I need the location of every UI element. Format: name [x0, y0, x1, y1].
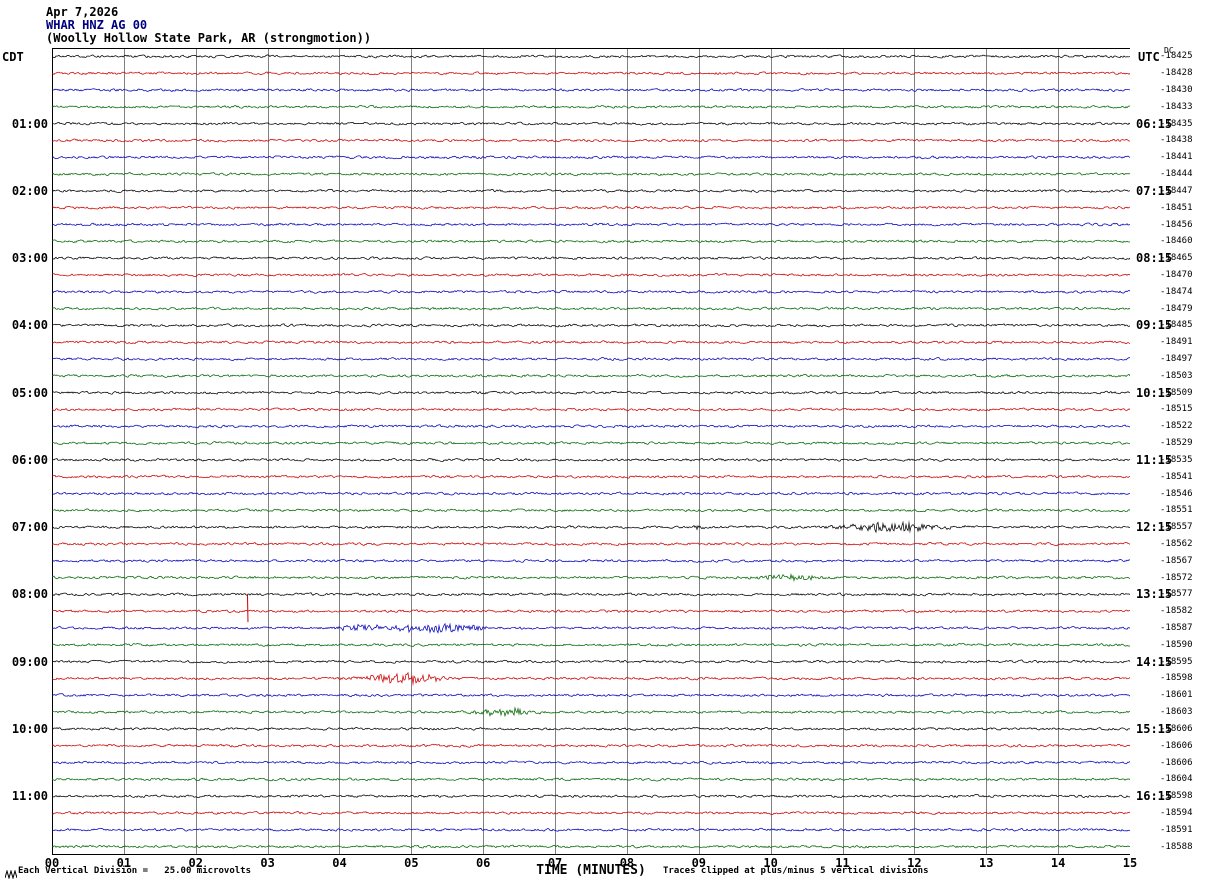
- utc-hour-label: 14:15: [1136, 654, 1173, 669]
- cdt-hour-label: 10:00: [11, 721, 48, 736]
- utc-hour-label: 07:15: [1136, 183, 1173, 198]
- right-timezone-label: UTC: [1138, 50, 1160, 64]
- dc-offset-value: -18562: [1160, 538, 1193, 549]
- dc-offset-value: -18522: [1160, 421, 1193, 432]
- dc-offset-value: -18451: [1160, 202, 1193, 213]
- dc-offset-value: -18430: [1160, 85, 1193, 96]
- cdt-hour-label: 03:00: [11, 251, 48, 266]
- x-tick-label: 05: [404, 856, 419, 870]
- x-tick-label: 08: [619, 856, 635, 870]
- dc-offset-value: -18546: [1160, 488, 1193, 499]
- cdt-hour-label: 09:00: [11, 654, 48, 669]
- dc-offset-value: -18601: [1160, 690, 1193, 701]
- dc-offset-value: -18428: [1160, 68, 1193, 79]
- x-tick-label: 14: [1050, 856, 1066, 870]
- dc-offset-value: -18438: [1160, 135, 1193, 146]
- dc-offset-value: -18529: [1160, 438, 1193, 449]
- clip-note: Traces clipped at plus/minus 5 vertical …: [663, 866, 929, 876]
- dc-offset-value: -18557: [1160, 522, 1193, 533]
- cdt-hour-label: 06:00: [11, 452, 48, 467]
- dc-offset-value: -18456: [1160, 219, 1193, 230]
- cdt-hour-label: 08:00: [11, 587, 48, 602]
- zigzag-icon: [4, 864, 18, 883]
- header-station: WHAR HNZ AG 00: [46, 18, 148, 32]
- dc-offset-value: -18551: [1160, 505, 1193, 516]
- dc-offset-value: -18491: [1160, 337, 1193, 348]
- dc-offset-value: -18598: [1160, 673, 1193, 684]
- x-tick-label: 09: [691, 856, 707, 870]
- dc-offset-value: -18535: [1160, 454, 1193, 465]
- x-tick-label: 15: [1122, 856, 1138, 870]
- dc-offset-value: -18582: [1160, 606, 1193, 617]
- dc-offset-value: -18591: [1160, 824, 1193, 835]
- dc-offset-value: -18485: [1160, 320, 1193, 331]
- utc-hour-label: 10:15: [1136, 385, 1173, 400]
- dc-offset-value: -18479: [1160, 303, 1193, 314]
- dc-offset-value: -18425: [1160, 51, 1193, 62]
- dc-offset-value: -18572: [1160, 572, 1193, 583]
- x-tick-label: 01: [116, 856, 132, 870]
- dc-offset-value: -18497: [1160, 354, 1193, 365]
- dc-offset-value: -18503: [1160, 370, 1193, 381]
- dc-offset-value: -18594: [1160, 807, 1193, 818]
- dc-offset-value: -18567: [1160, 555, 1193, 566]
- utc-hour-label: 15:15: [1136, 721, 1173, 736]
- cdt-hour-label: 04:00: [11, 318, 48, 333]
- utc-hour-label: 11:15: [1136, 452, 1173, 467]
- cdt-hour-label: 07:00: [11, 520, 48, 535]
- dc-offset-value: -18474: [1160, 286, 1193, 297]
- dc-offset-value: -18604: [1160, 774, 1193, 785]
- x-tick-label: 03: [260, 856, 275, 870]
- cdt-hour-label: 02:00: [11, 183, 48, 198]
- scale-note: Each Vertical Division = 25.00 microvolt…: [18, 866, 251, 876]
- cdt-hour-label: 01:00: [11, 116, 48, 131]
- dc-offset-value: -18606: [1160, 757, 1193, 768]
- x-tick-label: 04: [332, 856, 347, 870]
- x-axis-title: TIME (MINUTES): [536, 863, 646, 878]
- x-tick-label: 11: [835, 856, 850, 870]
- dc-offset-value: -18460: [1160, 236, 1193, 247]
- dc-column-header: DC: [1164, 46, 1174, 55]
- dc-offset-value: -18606: [1160, 723, 1193, 734]
- dc-offset-value: -18433: [1160, 101, 1193, 112]
- dc-offset-value: -18606: [1160, 740, 1193, 751]
- utc-hour-label: 09:15: [1136, 318, 1173, 333]
- x-tick-label: 06: [475, 856, 491, 870]
- dc-offset-value: -18588: [1160, 841, 1193, 852]
- utc-hour-label: 06:15: [1136, 116, 1173, 131]
- dc-offset-value: -18541: [1160, 471, 1193, 482]
- cdt-hour-label: 05:00: [11, 385, 48, 400]
- dc-offset-value: -18470: [1160, 269, 1193, 280]
- header-date: Apr 7,2026: [46, 5, 119, 19]
- x-tick-label: 13: [979, 856, 994, 870]
- dc-offset-value: -18577: [1160, 589, 1193, 600]
- x-tick-label: 10: [763, 856, 778, 870]
- utc-hour-label: 08:15: [1136, 251, 1173, 266]
- dc-offset-value: -18465: [1160, 253, 1193, 264]
- cdt-hour-label: 11:00: [11, 789, 48, 804]
- x-tick-label: 07: [547, 856, 563, 870]
- x-tick-label: 02: [188, 856, 203, 870]
- dc-offset-value: -18603: [1160, 707, 1193, 718]
- dc-offset-value: -18435: [1160, 118, 1193, 129]
- utc-hour-label: 13:15: [1136, 587, 1173, 602]
- seismogram-canvas: [52, 48, 1130, 855]
- dc-offset-value: -18444: [1160, 169, 1193, 180]
- dc-offset-value: -18441: [1160, 152, 1193, 163]
- dc-offset-value: -18590: [1160, 639, 1193, 650]
- dc-offset-value: -18447: [1160, 185, 1193, 196]
- dc-offset-value: -18509: [1160, 387, 1193, 398]
- utc-hour-label: 16:15: [1136, 789, 1173, 804]
- x-tick-label: 00: [44, 856, 60, 870]
- left-timezone-label: CDT: [2, 50, 24, 64]
- dc-offset-value: -18515: [1160, 404, 1193, 415]
- dc-offset-value: -18598: [1160, 791, 1193, 802]
- dc-offset-value: -18595: [1160, 656, 1193, 667]
- dc-offset-value: -18587: [1160, 623, 1193, 634]
- header-location: (Woolly Hollow State Park, AR (strongmot…: [46, 31, 372, 45]
- x-tick-label: 12: [907, 856, 922, 870]
- utc-hour-label: 12:15: [1136, 520, 1173, 535]
